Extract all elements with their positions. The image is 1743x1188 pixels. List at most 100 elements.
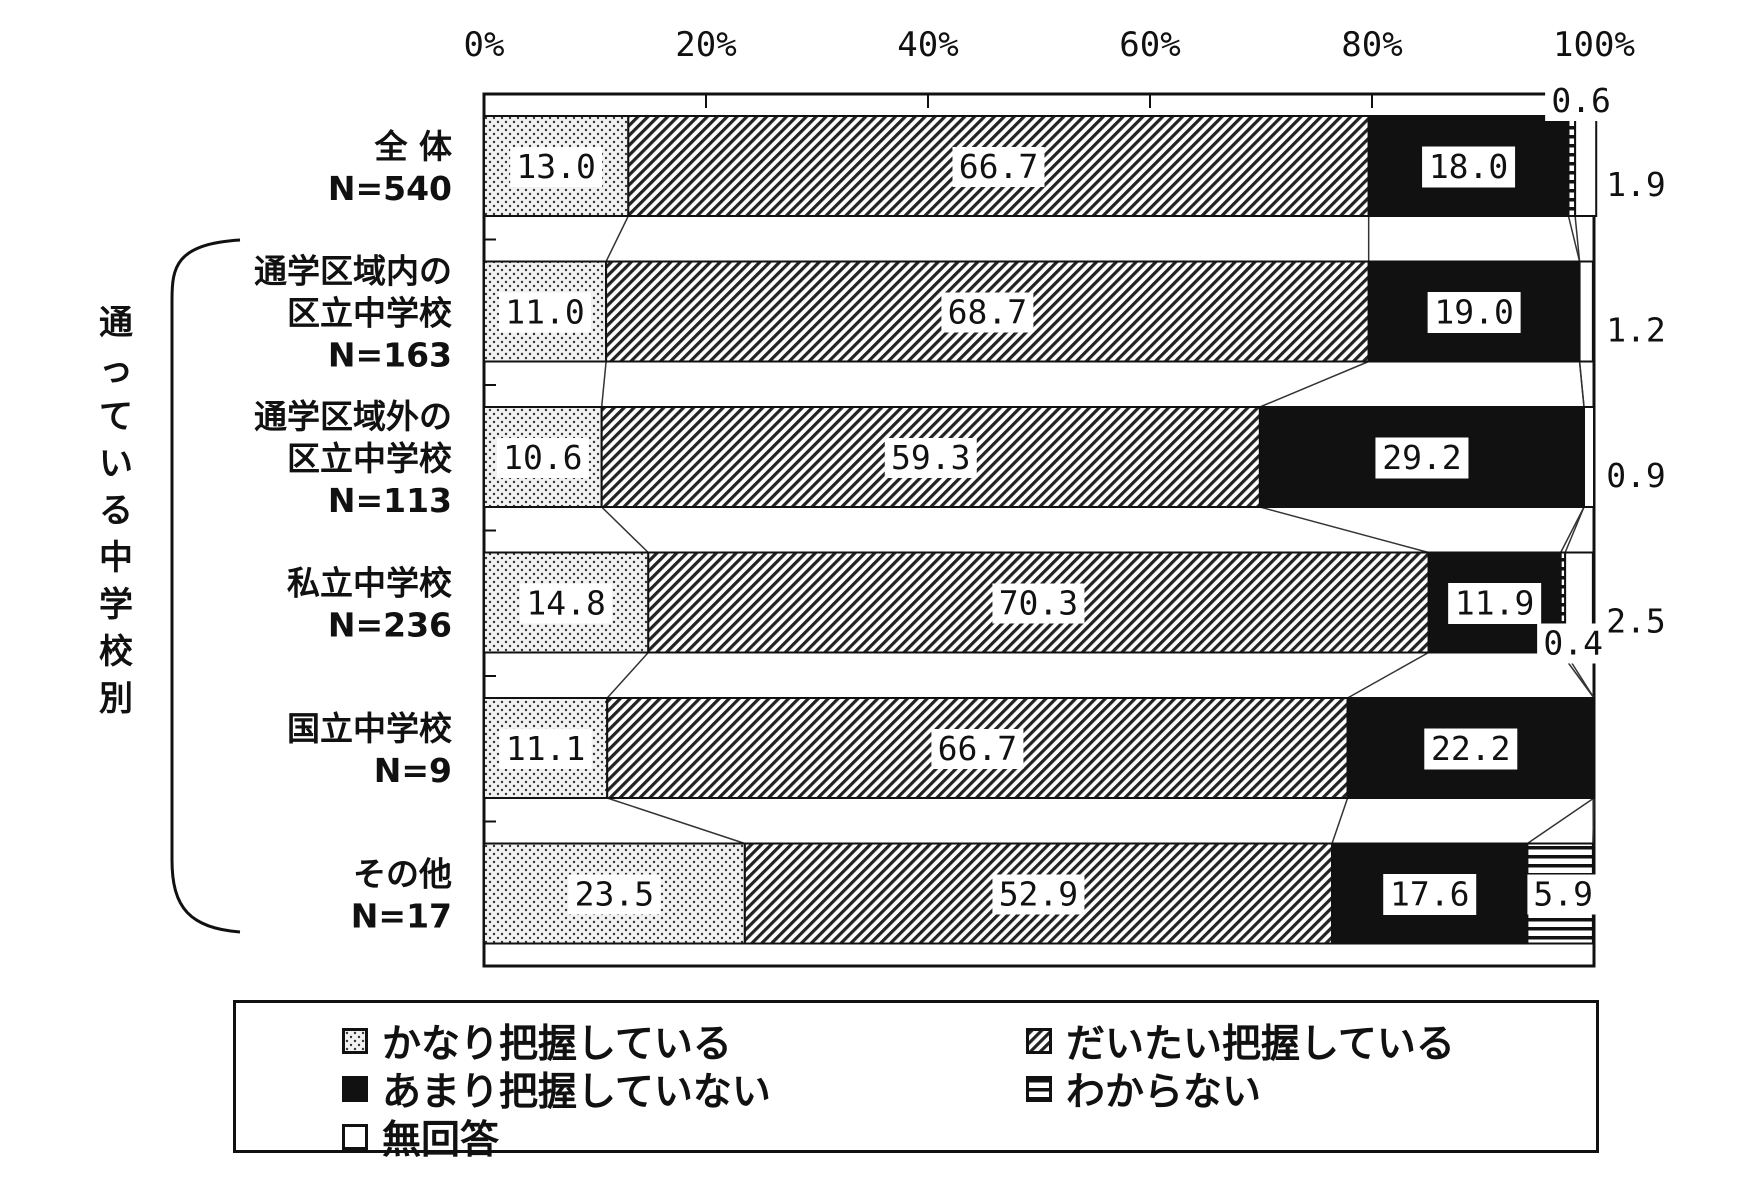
category-label: N=113 [328, 481, 452, 520]
legend-swatch [342, 1124, 368, 1150]
connector-line [605, 215, 629, 262]
group-bracket [170, 238, 241, 934]
category-label: N=17 [351, 897, 452, 936]
bar-segment [1574, 115, 1598, 217]
bar-segment [1578, 260, 1594, 363]
category-label: 区立中学校 [287, 294, 452, 333]
legend-item: だいたい把握している [1026, 1013, 1455, 1069]
data-label: 22.2 [1424, 728, 1518, 770]
data-label: 23.5 [568, 874, 661, 915]
svg-text:2.5: 2.5 [1606, 602, 1666, 641]
svg-text:19.0: 19.0 [1434, 293, 1513, 332]
connector-line [1331, 797, 1349, 844]
svg-text:52.9: 52.9 [999, 875, 1078, 914]
data-label: 13.0 [510, 147, 603, 187]
svg-text:5.9: 5.9 [1533, 875, 1593, 914]
data-label: 10.6 [496, 438, 589, 478]
category-label: 通学区域外の [254, 397, 452, 436]
svg-text:17.6: 17.6 [1390, 875, 1469, 914]
data-label: 68.7 [941, 292, 1034, 333]
svg-text:1.2: 1.2 [1606, 311, 1666, 350]
legend-item: 無回答 [342, 1109, 499, 1165]
data-label: 66.7 [931, 729, 1024, 769]
legend-item: わからない [1026, 1061, 1261, 1117]
legend-item: あまり把握していない [342, 1061, 771, 1117]
svg-text:13.0: 13.0 [516, 147, 595, 186]
svg-text:14.8: 14.8 [526, 584, 605, 623]
category-label: 私立中学校 [287, 564, 452, 603]
svg-text:66.7: 66.7 [938, 729, 1017, 768]
data-label: 0.6 [1545, 81, 1618, 121]
svg-text:0.9: 0.9 [1606, 456, 1666, 495]
data-label: 11.9 [1448, 583, 1542, 624]
data-label: 11.0 [499, 292, 592, 333]
svg-text:1.9: 1.9 [1606, 165, 1666, 204]
svg-text:11.9: 11.9 [1455, 584, 1534, 623]
connector-line [1526, 797, 1595, 845]
svg-text:22.2: 22.2 [1431, 729, 1510, 768]
x-tick-label: 40% [897, 25, 958, 65]
svg-text:18.0: 18.0 [1429, 147, 1508, 186]
svg-text:10.6: 10.6 [503, 438, 582, 477]
svg-text:0.6: 0.6 [1551, 81, 1611, 120]
data-label: 5.9 [1527, 874, 1600, 915]
svg-text:0.4: 0.4 [1543, 624, 1603, 663]
data-label: 11.1 [499, 729, 592, 769]
data-label: 17.6 [1383, 874, 1477, 915]
legend-label: 無回答 [382, 1118, 500, 1163]
svg-text:68.7: 68.7 [948, 293, 1027, 332]
category-label: その他 [353, 855, 452, 894]
x-tick-label: 60% [1119, 25, 1180, 65]
connector-line [1564, 506, 1585, 553]
category-label: 区立中学校 [287, 439, 452, 478]
svg-text:66.7: 66.7 [959, 147, 1038, 186]
legend: かなり把握している だいたい把握しているあまり把握していない わからない無回答 [233, 1000, 1599, 1163]
legend-swatch [342, 1028, 368, 1054]
legend-label: かなり把握している [382, 1022, 732, 1067]
category-label: N=163 [328, 336, 452, 375]
category-label: 全 体 [374, 127, 453, 166]
connector-line [601, 506, 649, 554]
data-label: 2.5 [1606, 602, 1666, 641]
x-tick-label: 80% [1341, 25, 1402, 65]
x-tick-label: 20% [675, 25, 736, 65]
x-tick-label: 100% [1553, 25, 1635, 65]
svg-text:11.0: 11.0 [505, 293, 584, 332]
group-label: 通っている中学校別 [99, 303, 133, 719]
data-label: 66.7 [952, 147, 1045, 187]
x-tick-label: 0% [464, 25, 505, 65]
svg-text:23.5: 23.5 [575, 875, 654, 914]
legend-label: だいたい把握している [1066, 1022, 1455, 1067]
connector-line [1259, 360, 1369, 408]
connector-line [600, 361, 607, 408]
connector-line [1567, 215, 1581, 262]
data-label: 14.8 [520, 583, 613, 624]
category-label: 通学区域内の [254, 252, 452, 291]
category-label: 国立中学校 [287, 709, 452, 748]
data-label: 18.0 [1422, 146, 1516, 188]
svg-text:29.2: 29.2 [1382, 438, 1461, 477]
connector-line [606, 651, 649, 699]
legend-label: あまり把握していない [382, 1070, 771, 1115]
data-label: 52.9 [992, 874, 1085, 915]
data-label: 29.2 [1375, 437, 1469, 479]
legend-item: かなり把握している [342, 1013, 732, 1069]
connector-line [1592, 797, 1595, 844]
data-label: 1.9 [1606, 165, 1666, 204]
legend-swatch [1026, 1076, 1052, 1102]
data-label: 0.9 [1606, 456, 1666, 495]
data-label: 59.3 [884, 438, 977, 478]
data-label: 70.3 [992, 583, 1085, 624]
connector-line [606, 797, 746, 845]
svg-text:70.3: 70.3 [999, 584, 1078, 623]
legend-swatch [1026, 1028, 1052, 1054]
category-label: N=9 [374, 751, 452, 790]
data-label: 1.2 [1606, 311, 1666, 350]
category-label: N=236 [328, 606, 452, 645]
connector-line [1578, 361, 1585, 408]
data-label: 19.0 [1427, 292, 1521, 333]
connector-line [1259, 506, 1429, 554]
connector-line [1347, 651, 1429, 699]
plot-frame [482, 92, 1596, 968]
